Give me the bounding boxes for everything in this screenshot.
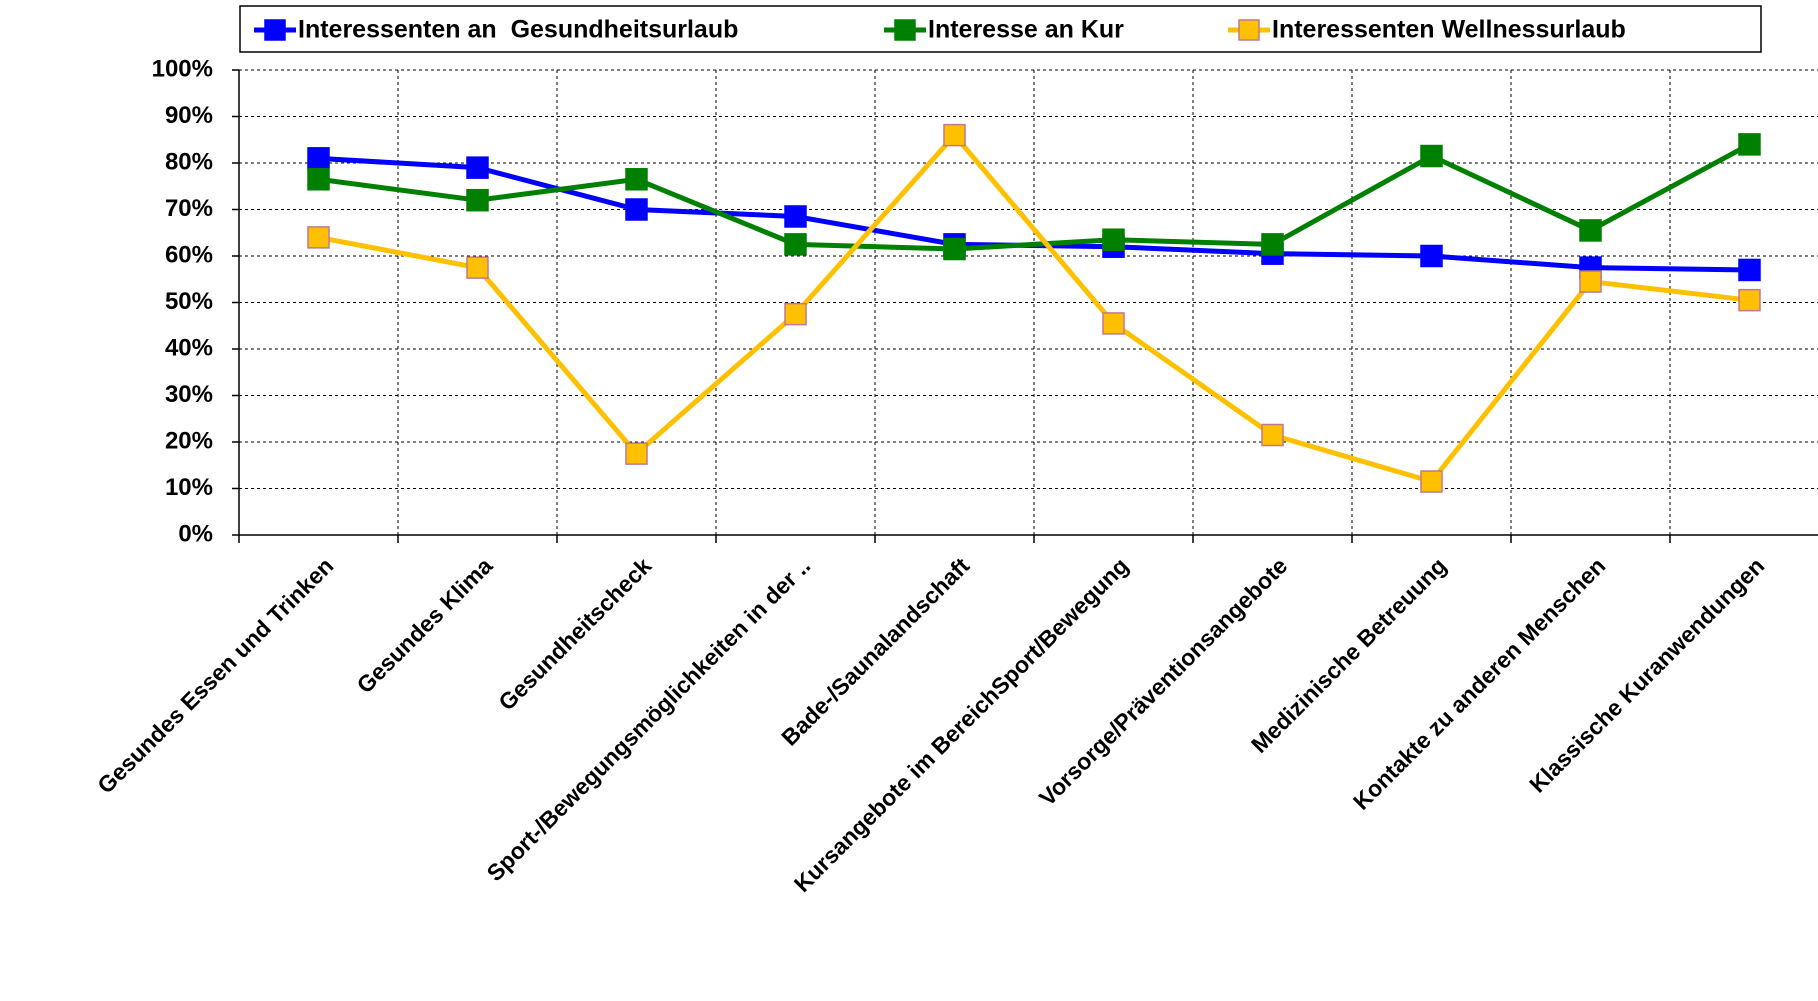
y-tick-label: 60% <box>165 241 213 268</box>
legend-label: Interesse an Kur <box>928 16 1124 44</box>
series-marker <box>784 233 807 256</box>
series-marker <box>466 256 489 279</box>
y-tick-label: 30% <box>165 381 213 408</box>
legend-box <box>239 5 1762 53</box>
y-tick-label: 80% <box>165 148 213 175</box>
y-tick-label: 90% <box>165 102 213 129</box>
series-marker <box>784 302 807 326</box>
series-marker <box>466 156 489 179</box>
series-marker <box>1420 244 1443 268</box>
x-tick-label: Kontakte zu anderen Menschen <box>1348 552 1610 814</box>
y-tick-label: 100% <box>152 55 213 82</box>
series-marker <box>1261 423 1284 447</box>
x-tick-label: Gesundes Klima <box>352 552 498 698</box>
legend-label: Interessenten an Gesundheitsurlaub <box>298 16 738 44</box>
x-tick-label: Vorsorge/Präventionsangebote <box>1034 552 1292 810</box>
series-marker <box>625 198 648 221</box>
series-marker <box>466 188 489 212</box>
series-marker <box>1420 144 1443 168</box>
x-tick-label: Gesundes Essen und Trinken <box>92 552 338 798</box>
series-line <box>318 142 1751 252</box>
series-marker <box>943 237 966 261</box>
series-marker <box>625 168 648 191</box>
series-marker <box>307 226 330 249</box>
series-marker <box>1420 470 1443 493</box>
legend-marker <box>1238 19 1260 41</box>
series-line <box>318 132 1750 485</box>
series-marker <box>1738 133 1761 156</box>
x-tick-label: Kursangebote im BereichSport/Bewegung <box>789 552 1134 897</box>
legend-label: Interessenten Wellnessurlaub <box>1272 16 1626 44</box>
y-tick-label: 50% <box>165 288 213 315</box>
legend-marker <box>264 19 286 41</box>
y-tick-label: 40% <box>165 334 213 361</box>
series-marker <box>943 123 966 147</box>
x-tick-label: Bade-/Saunalandschaft <box>776 552 974 750</box>
series-marker <box>1579 270 1602 293</box>
x-tick-label: Sport-/Bewegungsmöglichkeiten in der .. <box>482 552 816 886</box>
y-tick-label: 20% <box>165 427 213 454</box>
series-marker <box>625 442 648 465</box>
series-marker <box>307 147 330 170</box>
x-tick-label: Gesundheitscheck <box>493 552 656 715</box>
y-tick-label: 0% <box>178 520 213 547</box>
y-tick-label: 70% <box>165 195 213 222</box>
y-tick-label: 10% <box>165 474 213 501</box>
series-marker <box>1579 219 1602 242</box>
series-marker <box>1102 312 1125 335</box>
series-marker <box>1102 228 1125 251</box>
legend-marker <box>894 19 916 41</box>
series-marker <box>1738 258 1761 282</box>
series-marker <box>784 205 807 228</box>
series-marker <box>1738 288 1761 312</box>
series-marker <box>1261 233 1284 256</box>
series-marker <box>307 168 330 191</box>
